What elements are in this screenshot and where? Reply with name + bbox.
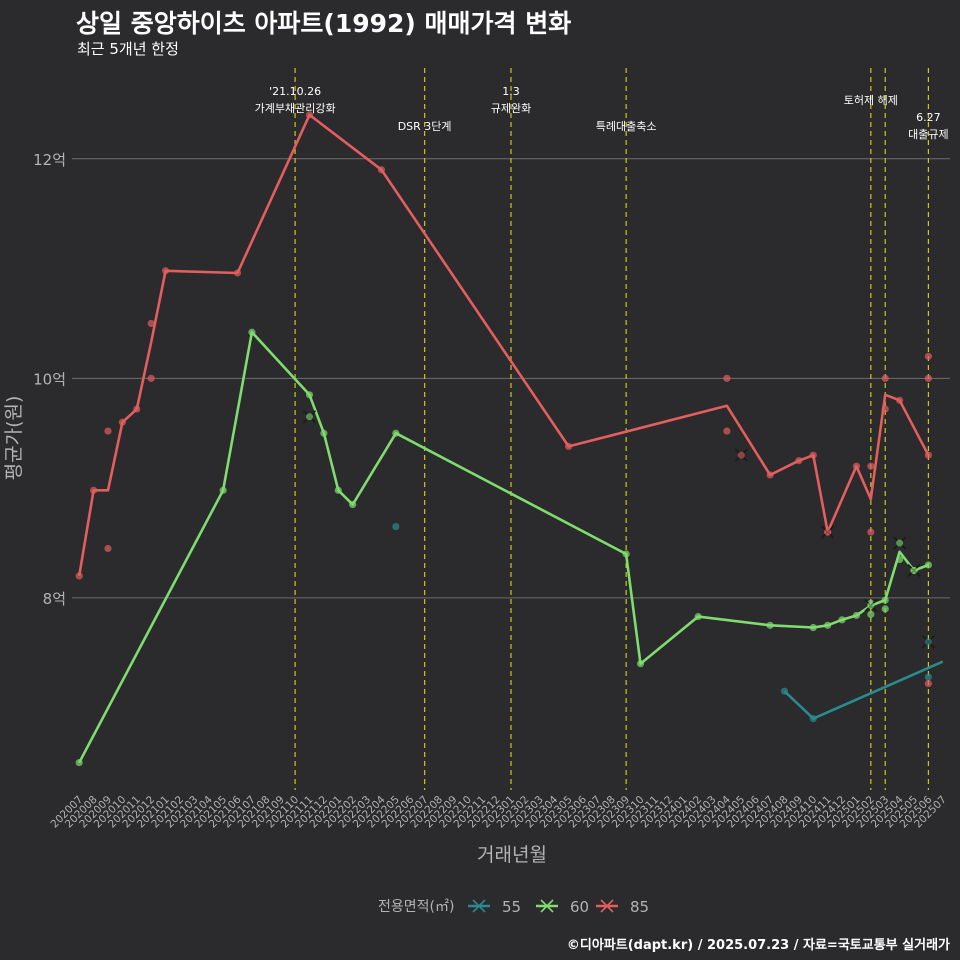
chart-title: 상일 중앙하이츠 아파트(1992) 매매가격 변화 — [76, 9, 572, 38]
data-point — [233, 269, 242, 277]
data-point — [248, 328, 256, 336]
event-label: 규제완화 — [491, 102, 531, 115]
x-axis-title: 거래년월 — [477, 844, 547, 866]
cross-dot — [737, 451, 745, 459]
series-55 — [392, 522, 944, 723]
series-60 — [75, 328, 933, 767]
event-label: DSR 3단계 — [398, 120, 452, 133]
series-line-60 — [78, 330, 929, 764]
data-point — [349, 500, 357, 509]
event-label: 6.27 — [916, 111, 941, 124]
data-point — [334, 486, 342, 494]
data-point — [147, 319, 155, 328]
data-point — [852, 611, 861, 620]
legend-label-60: 60 — [570, 898, 589, 916]
data-point — [795, 457, 803, 465]
data-point — [809, 715, 817, 723]
cross-dot — [896, 539, 904, 547]
data-point — [809, 623, 817, 632]
legend-title: 전용면적(㎡) — [378, 899, 454, 915]
data-point — [867, 462, 875, 470]
data-point — [896, 555, 904, 564]
data-point — [852, 462, 861, 470]
data-point — [766, 621, 774, 629]
data-point — [896, 396, 904, 404]
data-point — [133, 405, 141, 413]
data-point — [838, 616, 846, 624]
legend-key-cross — [540, 899, 554, 913]
source-caption: ©디아파트(dapt.kr) / 2025.07.23 / 자료=국토교통부 실… — [566, 938, 950, 953]
cross-dot — [867, 602, 875, 610]
data-point — [305, 391, 314, 399]
data-point — [564, 442, 573, 451]
data-point — [118, 418, 126, 426]
cross-dot — [924, 638, 932, 646]
cross-dot — [305, 413, 313, 421]
series-line-85 — [77, 113, 930, 577]
y-axis-title: 평균가(원) — [3, 396, 25, 481]
data-point — [924, 561, 933, 569]
data-point — [881, 605, 889, 613]
data-point — [924, 374, 933, 382]
legend: 전용면적(㎡) 55 60 85 — [378, 898, 649, 916]
legend-key-cross — [472, 899, 486, 913]
data-point — [924, 673, 933, 681]
series-line-55 — [783, 660, 944, 720]
data-point — [881, 405, 889, 413]
data-point — [924, 352, 933, 360]
data-point — [89, 486, 98, 494]
data-point — [75, 758, 83, 767]
data-point — [780, 687, 789, 695]
event-label: 1.3 — [502, 85, 520, 98]
event-label: '21.10.26 — [269, 85, 321, 98]
data-point — [766, 471, 774, 479]
axis-layer: 8억10억12억20200720200820200920201020201120… — [33, 151, 949, 831]
event-label: 토허제 해제 — [844, 93, 898, 107]
data-point — [824, 621, 832, 629]
data-point — [723, 374, 731, 382]
legend-key-cross — [600, 899, 614, 913]
data-point — [636, 660, 645, 668]
event-label: 특례대출축소 — [596, 120, 657, 133]
data-point — [694, 612, 702, 621]
data-point — [881, 596, 889, 604]
data-point — [392, 522, 400, 531]
event-label: 가계부채관리강화 — [255, 102, 336, 115]
data-point — [809, 451, 817, 459]
y-tick-label: 10억 — [33, 370, 66, 388]
series-layer — [75, 111, 944, 767]
data-point — [305, 111, 314, 119]
cross-dot — [824, 528, 832, 536]
data-point — [924, 679, 933, 688]
data-point — [924, 451, 933, 459]
cross-dot — [910, 566, 918, 574]
legend-label-85: 85 — [630, 898, 649, 916]
data-point — [867, 610, 875, 618]
data-point — [219, 486, 227, 494]
data-point — [377, 166, 386, 174]
data-point — [75, 572, 83, 580]
data-point — [104, 427, 112, 435]
legend-label-55: 55 — [502, 898, 521, 916]
data-point — [320, 429, 328, 437]
data-point — [104, 544, 112, 553]
data-point — [881, 374, 889, 382]
data-point — [147, 374, 155, 382]
y-tick-label: 8억 — [43, 590, 66, 608]
data-point — [622, 550, 630, 558]
data-point — [161, 267, 170, 275]
data-point — [392, 429, 400, 437]
chart-subtitle: 최근 5개년 한정 — [77, 40, 179, 58]
y-tick-label: 12억 — [33, 151, 66, 169]
data-point — [723, 427, 731, 435]
data-point — [867, 528, 875, 536]
series-85 — [75, 111, 933, 688]
event-label: 대출규제 — [908, 128, 948, 141]
